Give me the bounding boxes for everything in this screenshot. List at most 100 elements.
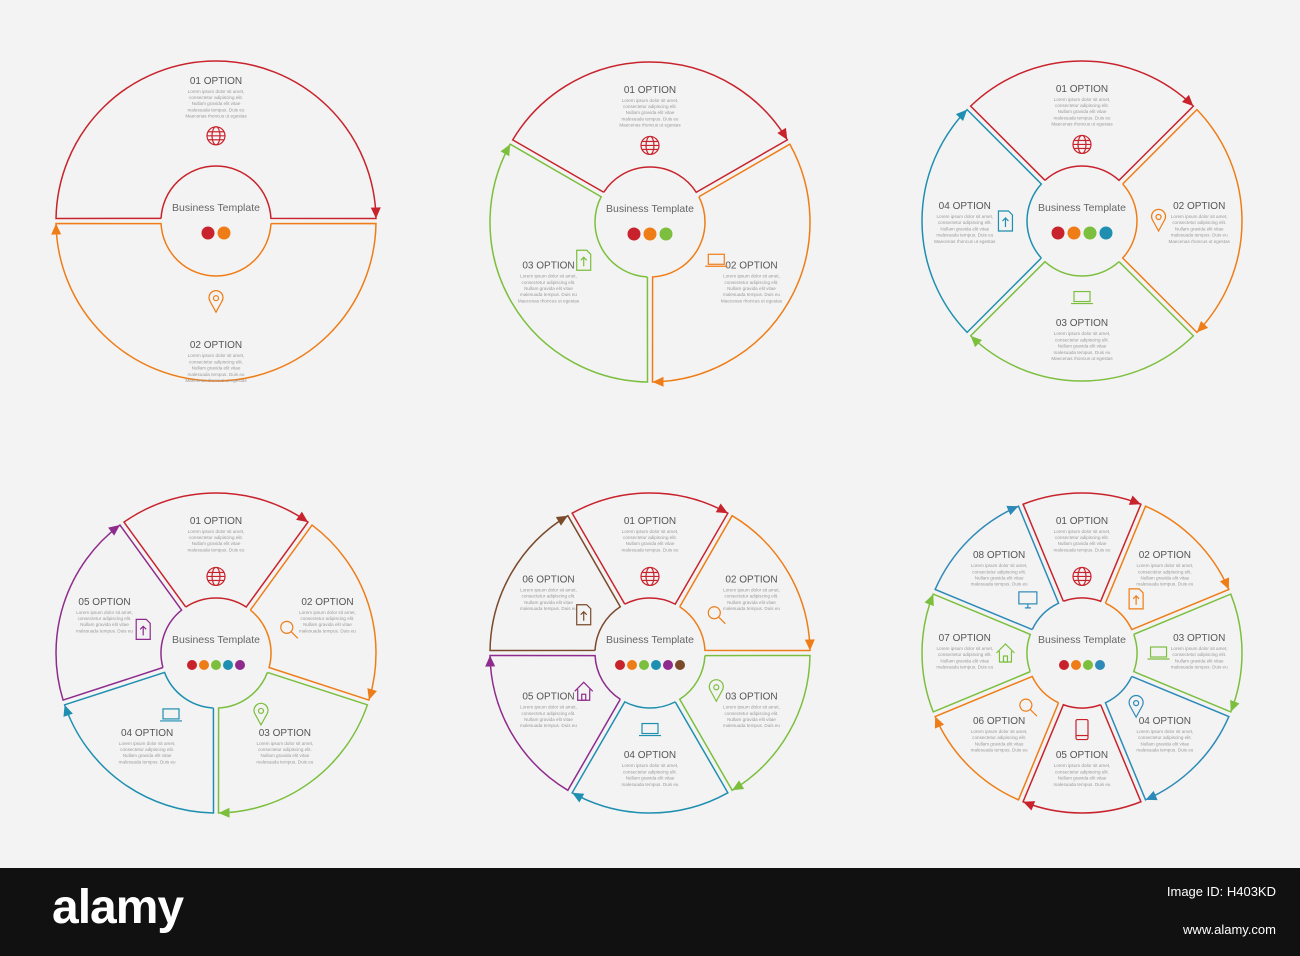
option-description: Nullam gravida elit vitae (192, 101, 241, 106)
segment-outline (934, 675, 1060, 801)
document-upload-icon (135, 618, 151, 640)
laptop-icon (705, 253, 728, 267)
legend-dot (1099, 226, 1113, 240)
arrow-head (367, 688, 377, 701)
option-description: Nullam gravida elit vitae (192, 366, 241, 371)
option-description: Nullam gravida elit vitae (303, 622, 352, 627)
option-title: 03 OPTION (522, 261, 574, 272)
option-description: consectetur adipiscing elit. (1172, 220, 1226, 225)
magnifier-icon (707, 606, 726, 625)
option-description: Maecenas rhoncus ut egestas (1051, 122, 1113, 127)
location-pin-icon (253, 702, 269, 727)
legend-dot (643, 227, 657, 241)
option-description: consectetur adipiscing elit. (1055, 535, 1109, 540)
legend-dot (217, 226, 231, 240)
monitor-icon (1018, 591, 1038, 609)
legend-dot (1067, 226, 1081, 240)
legend-dot (1051, 226, 1065, 240)
option-description: malesuada tempus. Duis eu (723, 723, 780, 728)
option-description: Nullam gravida elit vitae (727, 600, 776, 605)
laptop-icon (639, 722, 661, 737)
arrow-head (1196, 320, 1209, 333)
option-description: malesuada tempus. Duis eu (1136, 747, 1193, 752)
segment-outline (1104, 505, 1230, 631)
globe-icon (206, 566, 226, 587)
option-title: 02 OPTION (725, 574, 777, 585)
option-description: consectetur adipiscing elit. (189, 359, 243, 364)
option-description: consectetur adipiscing elit. (1138, 735, 1192, 740)
alamy-logo: alamy (52, 881, 184, 934)
legend-dot (627, 660, 637, 670)
arrow-head (51, 223, 62, 235)
arrow-head (500, 144, 511, 157)
option-description: Lorem ipsum dolor sit amet, (1054, 331, 1111, 336)
globe-icon (640, 566, 660, 587)
arrow-head (63, 704, 73, 717)
option-description: Nullam gravida elit vitae (524, 600, 573, 605)
option-description: Nullam gravida elit vitae (1140, 576, 1189, 581)
option-description: consectetur adipiscing elit. (1138, 569, 1192, 574)
option-description: malesuada tempus. Duis eu (1054, 115, 1111, 120)
option-description: malesuada tempus. Duis eu (256, 759, 313, 764)
option-description: malesuada tempus. Duis eu (188, 372, 245, 377)
option-description: malesuada tempus. Duis eu (971, 747, 1028, 752)
option-description: malesuada tempus. Duis eu (520, 292, 577, 297)
option-description: consectetur adipiscing elit. (623, 535, 677, 540)
option-description: Lorem ipsum dolor sit amet, (188, 89, 245, 94)
option-description: Nullam gravida elit vitae (626, 776, 675, 781)
option-description: Lorem ipsum dolor sit amet, (520, 274, 577, 279)
option-description: Lorem ipsum dolor sit amet, (1137, 563, 1194, 568)
option-segment: 05 OPTION Lorem ipsum dolor sit amet,cons… (485, 654, 621, 792)
globe-icon (1072, 134, 1092, 155)
legend-dot (627, 227, 641, 241)
option-title: 05 OPTION (78, 597, 130, 608)
option-description: malesuada tempus. Duis eu (1054, 350, 1111, 355)
segment-outline (489, 143, 649, 383)
option-title: 05 OPTION (1056, 750, 1108, 761)
option-description: Nullam gravida elit vitae (1058, 541, 1107, 546)
option-description: malesuada tempus. Duis eu (723, 292, 780, 297)
option-title: 02 OPTION (725, 261, 777, 272)
option-segment: 08 OPTION Lorem ipsum dolor sit amet,cons… (934, 505, 1060, 631)
arrow-head (108, 525, 120, 536)
option-description: consectetur adipiscing elit. (623, 769, 677, 774)
arrow-head (804, 639, 815, 651)
arrow-head (715, 503, 728, 514)
option-description: Lorem ipsum dolor sit amet, (1054, 529, 1111, 534)
option-title: 02 OPTION (1139, 550, 1191, 561)
option-segment: 02 OPTION Lorem ipsum dolor sit amet,cons… (249, 523, 377, 702)
option-segment: 03 OPTION Lorem ipsum dolor sit amet,cons… (678, 654, 811, 792)
option-segment: 01 OPTION Lorem ipsum dolor sit amet,cons… (122, 492, 310, 609)
document-upload-icon (997, 210, 1014, 232)
legend-dot (651, 660, 661, 670)
option-title: 03 OPTION (725, 692, 777, 703)
option-description: Nullam gravida elit vitae (1175, 658, 1224, 663)
option-description: Maecenas rhoncus ut egestas (518, 298, 580, 303)
option-title: 01 OPTION (190, 76, 242, 87)
legend-dot (639, 660, 649, 670)
option-description: Maecenas rhoncus ut egestas (1169, 239, 1231, 244)
option-description: Lorem ipsum dolor sit amet, (723, 274, 780, 279)
center-hub: Business Template (172, 202, 260, 240)
segment-outline (55, 60, 377, 220)
center-hub: Business Template (172, 634, 260, 670)
option-title: 01 OPTION (624, 516, 676, 527)
option-segment: 03 OPTION Lorem ipsum dolor sit amet,cons… (969, 260, 1195, 382)
arrow-head (1006, 505, 1019, 516)
option-segment: 02 OPTION Lorem ipsum dolor sit amet,cons… (1121, 108, 1243, 334)
segment-outline (571, 700, 729, 814)
arrow-head (970, 335, 983, 348)
option-description: malesuada tempus. Duis eu (971, 582, 1028, 587)
option-segment: 04 OPTION Lorem ipsum dolor sit amet,cons… (63, 671, 215, 814)
option-description: consectetur adipiscing elit. (189, 95, 243, 100)
option-description: Nullam gravida elit vitae (1140, 741, 1189, 746)
option-title: 01 OPTION (624, 85, 676, 96)
document-upload-icon (1128, 588, 1144, 610)
location-pin-icon (1128, 694, 1144, 719)
arrow-head (555, 515, 568, 526)
option-description: Maecenas rhoncus ut egestas (185, 378, 247, 383)
option-description: Nullam gravida elit vitae (1058, 109, 1107, 114)
arrow-head (777, 127, 788, 140)
